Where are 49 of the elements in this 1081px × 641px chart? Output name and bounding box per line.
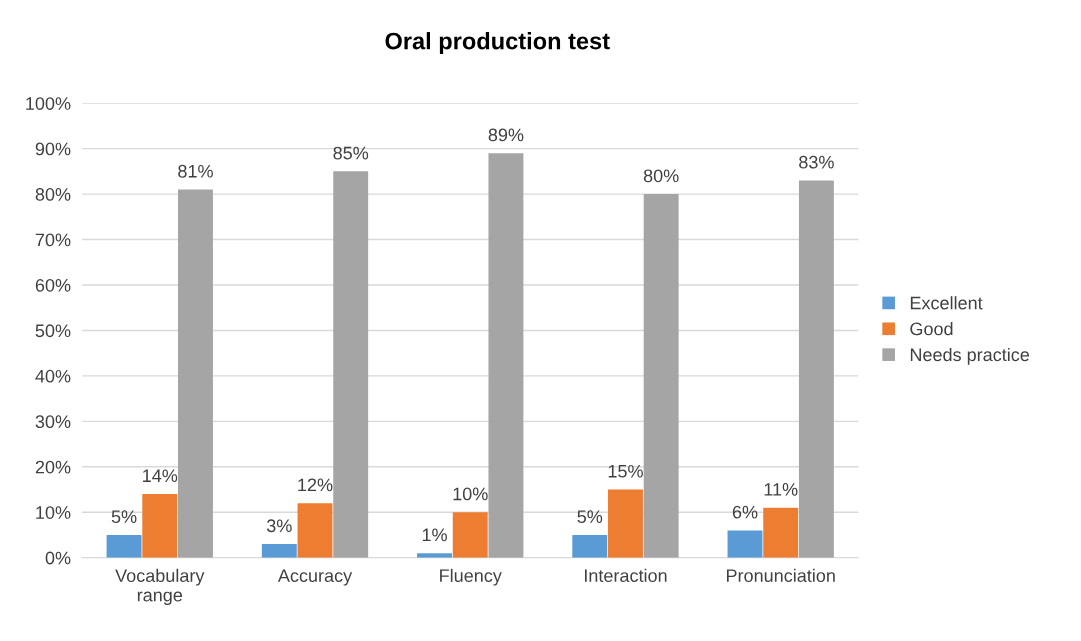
y-tick-label: 80% <box>35 188 71 201</box>
y-tick-label: 60% <box>35 278 71 292</box>
data-label: 11% <box>764 483 798 496</box>
data-label: 5% <box>111 510 137 524</box>
x-tick-label: Vocabulary range <box>115 568 205 606</box>
x-tick-label: Interaction <box>584 568 667 583</box>
data-label: 83% <box>799 155 834 169</box>
bar <box>261 544 297 558</box>
data-label: 12% <box>298 478 333 492</box>
bar <box>178 189 213 558</box>
data-label: 85% <box>333 146 369 160</box>
y-tick-label: 70% <box>35 233 71 247</box>
x-tick-label: Accuracy <box>277 569 353 586</box>
data-label: 80% <box>643 169 679 183</box>
y-tick-label: 90% <box>35 142 71 156</box>
bar <box>643 194 679 558</box>
data-label: 6% <box>732 505 758 519</box>
y-tick-label: 30% <box>35 415 71 429</box>
bar <box>333 171 369 558</box>
data-label: 89% <box>488 128 524 142</box>
bar <box>727 530 763 558</box>
data-label: 5% <box>577 510 603 524</box>
legend-label: Needs practice <box>910 347 1030 365</box>
chart-title: Oral production test <box>385 32 610 55</box>
data-label: 10% <box>453 487 488 501</box>
y-tick-label: 50% <box>35 324 71 338</box>
bar <box>297 503 333 558</box>
data-label: 14% <box>143 469 178 483</box>
y-tick-label: 100% <box>26 97 71 110</box>
bar <box>488 153 524 558</box>
data-label: 3% <box>266 519 292 533</box>
bar <box>798 180 834 558</box>
bar <box>608 489 643 558</box>
x-tick-label: Fluency <box>440 568 502 586</box>
legend-label: Good <box>910 322 953 336</box>
legend-label: Excellent <box>910 296 983 310</box>
bar <box>452 512 488 558</box>
bar <box>572 534 608 558</box>
data-label: 15% <box>608 464 643 478</box>
y-tick-label: 0% <box>45 551 71 565</box>
y-tick-label: 20% <box>35 460 71 474</box>
bar <box>106 534 142 558</box>
data-label: 1% <box>422 528 447 542</box>
y-tick-label: 10% <box>36 506 71 519</box>
x-tick-label: Pronunciation <box>726 568 835 583</box>
bar <box>763 507 799 558</box>
data-label: 81% <box>178 164 213 178</box>
y-tick-label: 40% <box>35 369 71 383</box>
bar <box>142 494 178 558</box>
